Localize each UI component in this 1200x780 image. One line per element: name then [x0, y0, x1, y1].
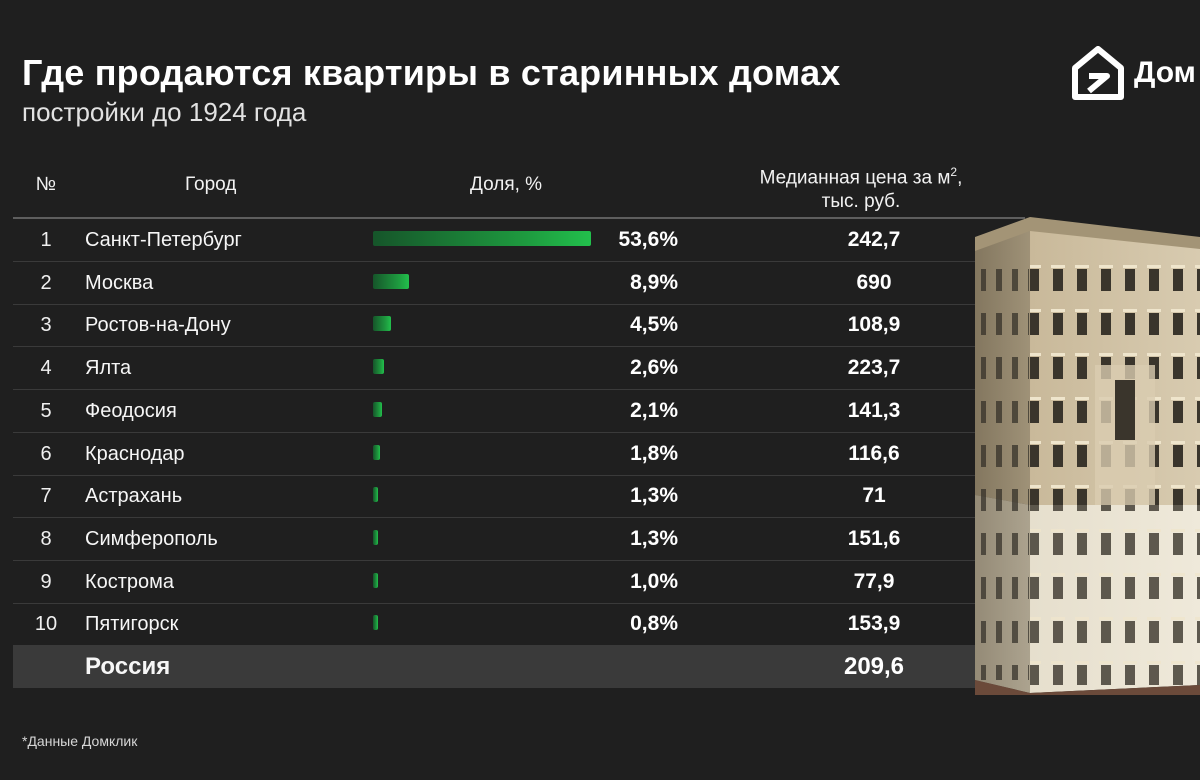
row-price: 223,7 [847, 356, 901, 380]
share-bar [373, 316, 392, 332]
row-city: Астрахань [85, 485, 183, 508]
row-city: Санкт-Петербург [85, 229, 242, 251]
row-city: Пятигорск [85, 613, 179, 636]
row-city: Краснодар [85, 442, 185, 465]
header-price-comma: , [957, 167, 963, 189]
house-logo-icon [1072, 46, 1124, 100]
row-number: 5 [40, 399, 52, 422]
row-city: Феодосия [85, 399, 177, 422]
total-price: 209,6 [843, 653, 905, 680]
row-share: 2,6% [630, 356, 678, 380]
share-bar [373, 529, 379, 545]
share-bar [373, 273, 410, 289]
row-price: 690 [856, 270, 892, 294]
share-bar [373, 444, 381, 460]
row-city: Ялта [85, 357, 132, 380]
page-subtitle: постройки до 1924 года [22, 97, 307, 127]
row-number: 4 [40, 357, 52, 380]
table-row: 8 Симферополь 1,3% 151,6 [13, 518, 1025, 561]
row-number: 1 [40, 229, 52, 251]
table-row: 3 Ростов-на-Дону 4,5% 108,9 [13, 304, 1025, 348]
row-city: Ростов-на-Дону [85, 314, 231, 337]
row-price: 153,9 [847, 612, 901, 636]
header-divider [13, 217, 1025, 219]
row-share: 1,8% [630, 441, 678, 465]
share-bar [373, 231, 591, 246]
row-price: 116,6 [848, 441, 900, 465]
share-bar [373, 359, 384, 375]
row-price: 141,3 [847, 398, 901, 422]
share-bar [373, 401, 382, 417]
share-bar [373, 487, 379, 503]
row-number: 7 [40, 485, 52, 508]
row-price: 242,7 [847, 228, 901, 251]
header-price: Медианная цена за м2, тыс. руб. [734, 160, 988, 214]
page-title: Где продаются квартиры в старинных домах [22, 52, 841, 93]
row-number: 8 [40, 527, 52, 550]
share-bar [373, 572, 378, 588]
table-row: 6 Краснодар 1,8% 116,6 [13, 433, 1025, 476]
table-row: 10 Пятигорск 0,8% 153,9 [13, 603, 1025, 647]
row-share: 1,3% [630, 484, 678, 508]
table-row: 1 Санкт-Петербург 53,6% 242,7 [13, 219, 1025, 262]
header-price-sup: 2 [950, 165, 958, 179]
row-price: 108,9 [847, 313, 901, 337]
row-price: 151,6 [847, 526, 901, 550]
table-row: 5 Феодосия 2,1% 141,3 [13, 390, 1025, 433]
row-share: 2,1% [630, 398, 678, 422]
header-num: № [35, 174, 57, 195]
header-city: Город [185, 174, 237, 195]
table-row: 7 Астрахань 1,3% 71 [13, 475, 1025, 519]
brand-logo: Дом [1072, 46, 1196, 100]
row-price: 77,9 [853, 569, 895, 593]
header-price-line1: Медианная цена за м [759, 167, 951, 189]
row-number: 2 [40, 271, 52, 294]
footnote: *Данные Домклик [22, 733, 138, 749]
row-city: Симферополь [85, 527, 218, 550]
row-share: 1,3% [630, 526, 678, 550]
row-share: 0,8% [630, 612, 678, 636]
brand-name: Дом [1134, 56, 1196, 89]
row-price: 71 [862, 484, 886, 508]
row-share: 4,5% [630, 313, 678, 337]
header-share: Доля, % [470, 174, 543, 195]
table-row: 4 Ялта 2,6% 223,7 [13, 347, 1025, 391]
row-number: 3 [40, 314, 52, 337]
row-number: 6 [40, 442, 52, 465]
row-city: Кострома [85, 570, 175, 593]
row-number: 10 [34, 613, 58, 636]
share-bar [373, 615, 378, 631]
header-price-line2: тыс. руб. [821, 191, 901, 213]
total-city: Россия [85, 653, 171, 680]
row-number: 9 [40, 570, 52, 593]
row-city: Москва [85, 271, 154, 294]
total-row: Россия 209,6 [13, 646, 1025, 688]
historic-building-image [975, 217, 1200, 695]
table-row: 9 Кострома 1,0% 77,9 [13, 561, 1025, 604]
row-share: 53,6% [618, 228, 678, 251]
table-row: 2 Москва 8,9% 690 [13, 262, 1025, 305]
row-share: 8,9% [630, 270, 678, 294]
row-share: 1,0% [630, 569, 678, 593]
